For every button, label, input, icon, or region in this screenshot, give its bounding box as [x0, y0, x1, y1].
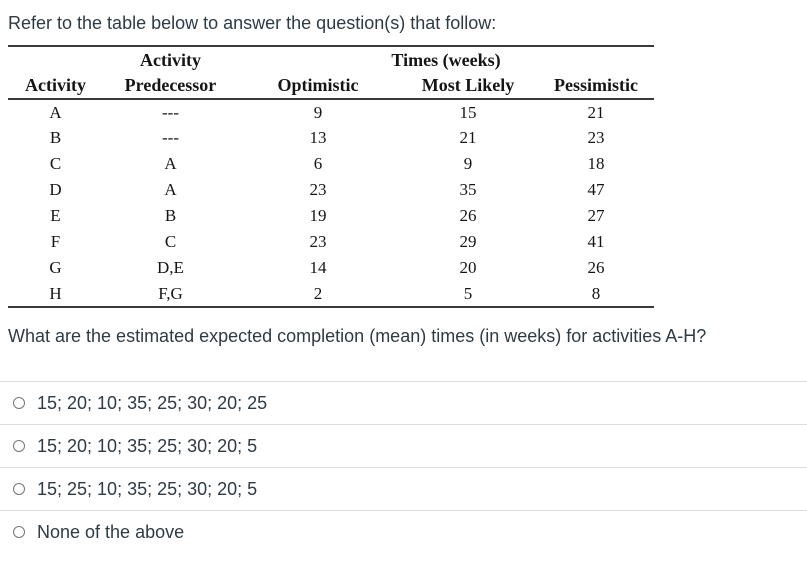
- cell-pessimistic: 8: [591, 283, 601, 303]
- cell-activity: H: [49, 283, 62, 303]
- cell-activity: A: [49, 102, 62, 122]
- cell-optimistic: 9: [313, 102, 323, 122]
- activity-times-table: Activity Times (weeks) Activity Predeces…: [8, 45, 654, 308]
- answer-option-2[interactable]: 15; 20; 10; 35; 25; 30; 20; 5: [0, 424, 807, 467]
- table-row: A --- 9 15 21: [8, 99, 654, 125]
- cell-predecessor: C: [164, 232, 177, 251]
- answer-option-1[interactable]: 15; 20; 10; 35; 25; 30; 20; 25: [0, 381, 807, 424]
- table-column-header-row: Activity Predecessor Optimistic Most Lik…: [8, 73, 654, 99]
- column-header-optimistic: Optimistic: [277, 75, 359, 95]
- radio-button-icon[interactable]: [13, 397, 25, 409]
- table-body: A --- 9 15 21 B --- 13 21 23 C A 6 9 18 …: [8, 99, 654, 307]
- cell-predecessor: F,G: [158, 283, 183, 303]
- cell-most-likely: 21: [459, 128, 477, 147]
- answer-option-3[interactable]: 15; 25; 10; 35; 25; 30; 20; 5: [0, 467, 807, 510]
- table-header: Activity Times (weeks) Activity Predeces…: [8, 46, 654, 99]
- cell-most-likely: 9: [463, 154, 473, 173]
- column-header-most-likely: Most Likely: [421, 75, 515, 95]
- cell-pessimistic: 27: [587, 206, 605, 225]
- cell-optimistic: 23: [309, 180, 327, 199]
- cell-activity: G: [49, 258, 62, 277]
- cell-predecessor: A: [164, 154, 177, 173]
- table-group-header-row: Activity Times (weeks): [8, 46, 654, 73]
- cell-activity: C: [49, 154, 62, 173]
- activity-group-header: Activity: [140, 49, 201, 70]
- column-header-pessimistic: Pessimistic: [554, 75, 638, 95]
- cell-predecessor: ---: [162, 128, 179, 147]
- cell-predecessor: B: [164, 206, 177, 225]
- cell-activity: D: [49, 180, 62, 199]
- table-row: C A 6 9 18: [8, 151, 654, 177]
- table-row: D A 23 35 47: [8, 177, 654, 203]
- question-text: What are the estimated expected completi…: [8, 326, 707, 346]
- table-row: F C 23 29 41: [8, 229, 654, 255]
- cell-predecessor: D,E: [157, 258, 184, 277]
- empty-group-cell: [8, 46, 103, 73]
- cell-optimistic: 23: [309, 232, 327, 251]
- radio-button-icon[interactable]: [13, 440, 25, 452]
- option-label: 15; 25; 10; 35; 25; 30; 20; 5: [37, 478, 258, 499]
- cell-most-likely: 5: [463, 283, 473, 303]
- option-label: None of the above: [37, 521, 185, 542]
- table-row: G D,E 14 20 26: [8, 255, 654, 281]
- cell-activity: F: [50, 232, 61, 251]
- table-row: B --- 13 21 23: [8, 125, 654, 151]
- column-header-predecessor: Predecessor: [124, 75, 217, 95]
- cell-optimistic: 2: [313, 283, 323, 303]
- cell-predecessor: ---: [162, 102, 179, 122]
- cell-activity: E: [50, 206, 61, 225]
- cell-optimistic: 14: [309, 258, 327, 277]
- cell-pessimistic: 26: [587, 258, 605, 277]
- option-label: 15; 20; 10; 35; 25; 30; 20; 25: [37, 392, 268, 413]
- table-row: E B 19 26 27: [8, 203, 654, 229]
- cell-most-likely: 35: [459, 180, 477, 199]
- radio-button-icon[interactable]: [13, 526, 25, 538]
- cell-pessimistic: 18: [587, 154, 605, 173]
- times-group-header: Times (weeks): [391, 49, 501, 70]
- option-label: 15; 20; 10; 35; 25; 30; 20; 5: [37, 435, 258, 456]
- intro-text: Refer to the table below to answer the q…: [8, 13, 497, 33]
- cell-most-likely: 26: [459, 206, 477, 225]
- table-row: H F,G 2 5 8: [8, 281, 654, 307]
- cell-predecessor: A: [164, 180, 177, 199]
- answer-options-list: 15; 20; 10; 35; 25; 30; 20; 25 15; 20; 1…: [0, 381, 807, 553]
- cell-pessimistic: 21: [587, 102, 605, 122]
- cell-optimistic: 6: [313, 154, 323, 173]
- cell-most-likely: 29: [459, 232, 477, 251]
- radio-button-icon[interactable]: [13, 483, 25, 495]
- cell-optimistic: 19: [309, 206, 327, 225]
- cell-pessimistic: 23: [587, 128, 605, 147]
- cell-most-likely: 15: [459, 102, 477, 122]
- cell-pessimistic: 47: [587, 180, 605, 199]
- answer-option-4[interactable]: None of the above: [0, 510, 807, 553]
- cell-most-likely: 20: [459, 258, 477, 277]
- column-header-activity: Activity: [25, 75, 86, 95]
- cell-pessimistic: 41: [587, 232, 605, 251]
- cell-activity: B: [49, 128, 62, 147]
- cell-optimistic: 13: [309, 128, 327, 147]
